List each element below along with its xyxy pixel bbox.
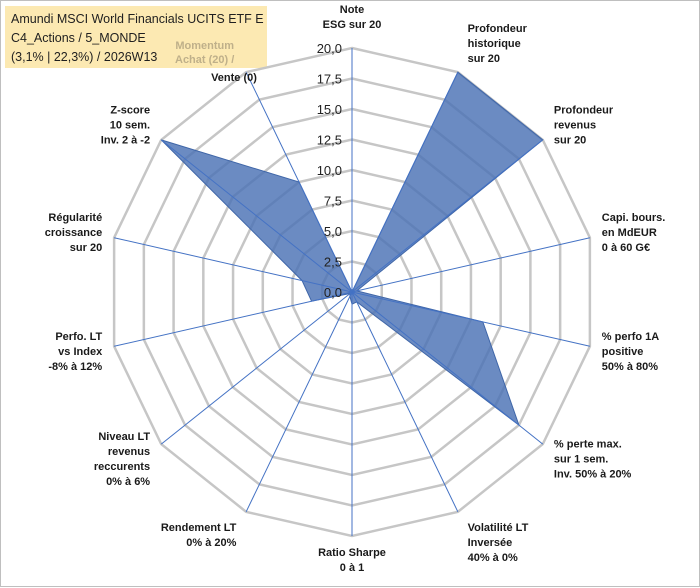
- axis-label-4: Capi. bours. en MdEUR 0 à 60 G€: [602, 212, 666, 254]
- axis-label-10: Niveau LT revenus reccurents 0% à 6%: [94, 431, 151, 488]
- axis-label-12-line-1: Régularité: [48, 212, 102, 224]
- axis-label-13-line-1: Z-score: [110, 104, 150, 116]
- axis-label-10-line-4: 0% à 6%: [106, 476, 150, 488]
- axis-label-5-line-3: 50% à 80%: [602, 361, 658, 373]
- axis-label-9-line-1: Rendement LT: [161, 522, 237, 534]
- axis-spoke-3: [351, 139, 544, 293]
- tick-label-4: 10,0: [317, 163, 342, 178]
- tick-label-8: 20,0: [317, 41, 342, 56]
- axis-label-14-line-1: Vente (0): [211, 72, 257, 84]
- axis-label-7-line-2: Inversée: [468, 537, 513, 549]
- axis-label-5-line-1: % perfo 1A: [602, 331, 660, 343]
- tick-label-6: 15,0: [317, 102, 342, 117]
- axis-label-2: Profondeur historique sur 20: [468, 23, 528, 65]
- axis-label-4-line-1: Capi. bours.: [602, 212, 666, 224]
- axis-label-3-line-3: sur 20: [554, 134, 586, 146]
- axis-label-7-line-3: 40% à 0%: [468, 552, 518, 564]
- axis-spoke-7: [351, 291, 459, 513]
- chart-range-week: (3,1% | 22,3%) / 2026W13: [11, 50, 158, 64]
- axis-label-11-line-1: Perfo. LT: [55, 331, 102, 343]
- momentum-label: Momentum Achat (20) /: [175, 39, 234, 67]
- chart-subtitle: C4_Actions / 5_MONDE: [11, 31, 146, 45]
- tick-label-3: 7,5: [324, 194, 342, 209]
- axis-label-11: Perfo. LT vs Index -8% à 12%: [48, 331, 103, 373]
- axis-label-13-line-3: Inv. 2 à -2: [101, 134, 150, 146]
- axis-label-1: Note ESG sur 20: [323, 4, 382, 31]
- axis-label-10-line-3: reccurents: [94, 461, 150, 473]
- axis-label-9-line-2: 0% à 20%: [186, 537, 236, 549]
- axis-label-2-line-2: historique: [468, 38, 521, 50]
- axis-spoke-13: [160, 139, 353, 293]
- axis-label-6-line-2: sur 1 sem.: [554, 454, 608, 466]
- axis-label-3-line-2: revenus: [554, 119, 596, 131]
- axis-label-9: Rendement LT 0% à 20%: [161, 522, 237, 549]
- axis-label-1-line-1: Note: [340, 4, 364, 16]
- axis-label-4-line-3: 0 à 60 G€: [602, 242, 650, 254]
- axis-spoke-5: [351, 291, 590, 347]
- axis-spoke-4: [351, 237, 590, 293]
- axis-label-6-line-1: % perte max.: [554, 439, 622, 451]
- tick-label-1: 2,5: [324, 255, 342, 270]
- axis-label-13: Z-score 10 sem. Inv. 2 à -2: [101, 104, 150, 146]
- axis-label-5: % perfo 1A positive 50% à 80%: [602, 331, 660, 373]
- axis-spoke-12: [114, 237, 353, 293]
- axis-spoke-14: [245, 71, 353, 293]
- axis-label-12-line-3: sur 20: [70, 242, 102, 254]
- axis-label-4-line-2: en MdEUR: [602, 227, 657, 239]
- tick-label-2: 5,0: [324, 224, 342, 239]
- axis-label-10-line-1: Niveau LT: [98, 431, 150, 443]
- axis-label-5-line-2: positive: [602, 346, 644, 358]
- axis-label-11-line-3: -8% à 12%: [48, 361, 102, 373]
- axis-label-1-line-2: ESG sur 20: [323, 19, 382, 31]
- axis-spoke-10: [160, 291, 353, 445]
- axis-label-8-line-2: 0 à 1: [340, 562, 364, 574]
- axis-label-7: Volatilité LT Inversée 40% à 0%: [468, 522, 529, 564]
- axis-label-6-line-3: Inv. 50% à 20%: [554, 469, 632, 481]
- axis-label-10-line-2: revenus: [108, 446, 150, 458]
- chart-title: Amundi MSCI World Financials UCITS ETF E: [11, 12, 264, 26]
- tick-label-0: 0,0: [324, 285, 342, 300]
- axis-label-12: Régularité croissance sur 20: [45, 212, 102, 254]
- axis-label-13-line-2: 10 sem.: [110, 119, 150, 131]
- axis-label-11-line-2: vs Index: [58, 346, 103, 358]
- axis-label-7-line-1: Volatilité LT: [468, 522, 529, 534]
- axis-label-2-line-3: sur 20: [468, 53, 500, 65]
- axis-label-6: % perte max. sur 1 sem. Inv. 50% à 20%: [554, 439, 632, 481]
- tick-label-7: 17,5: [317, 72, 342, 87]
- momentum-line-1: Momentum: [175, 40, 234, 52]
- axis-label-2-line-1: Profondeur: [468, 23, 528, 35]
- axis-label-3-line-1: Profondeur: [554, 104, 614, 116]
- tick-label-5: 12,5: [317, 133, 342, 148]
- axis-label-3: Profondeur revenus sur 20: [554, 104, 614, 146]
- axis-spoke-9: [245, 291, 353, 513]
- axis-label-8: Ratio Sharpe 0 à 1: [318, 547, 386, 574]
- title-box: Amundi MSCI World Financials UCITS ETF E…: [5, 6, 267, 68]
- axis-spoke-2: [351, 71, 459, 293]
- axis-spoke-11: [114, 291, 353, 347]
- axis-spoke-6: [351, 291, 544, 445]
- axis-label-12-line-2: croissance: [45, 227, 102, 239]
- momentum-line-2: Achat (20) /: [175, 54, 235, 66]
- axis-label-8-line-1: Ratio Sharpe: [318, 547, 386, 559]
- axis-label-14: Vente (0): [211, 72, 257, 84]
